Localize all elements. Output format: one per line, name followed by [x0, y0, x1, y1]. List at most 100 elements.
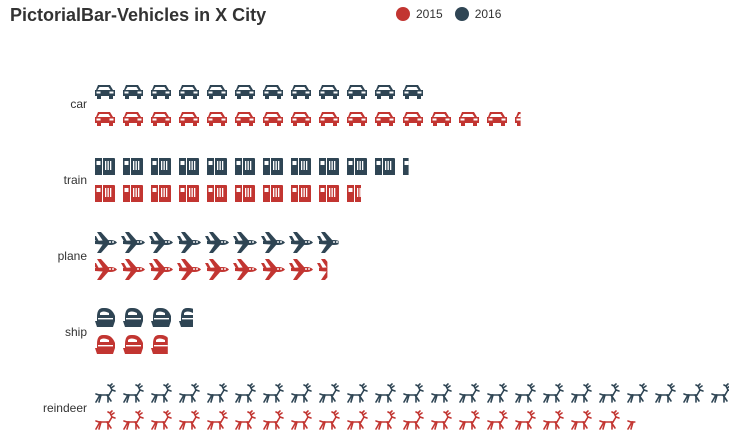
bar-symbol-reindeer-2016 [571, 383, 592, 403]
bar-symbol-ship-2015 [123, 335, 143, 354]
bar-symbol-reindeer-2015 [179, 410, 200, 430]
bar-symbol-plane-2015 [261, 259, 285, 280]
bar-symbol-reindeer-2016 [235, 383, 256, 403]
bar-symbol-reindeer-2015 [431, 410, 452, 430]
bar-symbol-plane-2015 [177, 259, 201, 280]
bar-symbol-reindeer-2016 [655, 383, 676, 403]
chart-title: PictorialBar-Vehicles in X City [10, 5, 267, 25]
bar-symbol-car-2015 [487, 112, 507, 126]
bar-symbol-car-2015 [291, 112, 311, 126]
bar-symbol-reindeer-2016 [431, 383, 452, 403]
bar-symbol-plane-2016 [233, 232, 257, 253]
bar-symbol-plane-2016 [261, 232, 285, 253]
category-label-train: train [64, 173, 87, 187]
bar-plane-2016[interactable] [93, 232, 341, 253]
bar-symbol-train-2015 [123, 185, 143, 202]
bar-train-2015[interactable] [95, 185, 367, 202]
bar-symbol-reindeer-2015 [627, 410, 636, 430]
bar-symbol-reindeer-2015 [459, 410, 480, 430]
bar-symbol-plane-2016 [177, 232, 201, 253]
bar-symbol-plane-2016 [95, 232, 117, 253]
bar-symbol-car-2015 [347, 112, 367, 126]
bar-symbol-ship-2015 [95, 335, 115, 354]
category-label-reindeer: reindeer [43, 401, 87, 415]
bar-symbol-reindeer-2016 [207, 383, 228, 403]
bar-reindeer-2016[interactable] [95, 383, 729, 403]
bar-symbol-train-2016 [123, 158, 143, 175]
bar-symbol-reindeer-2016 [487, 383, 508, 403]
bar-symbol-car-2015 [403, 112, 423, 126]
bar-symbol-car-2015 [151, 112, 171, 126]
bar-symbol-car-2015 [263, 112, 283, 126]
bar-symbol-reindeer-2015 [347, 410, 368, 430]
bar-symbol-plane-2015 [149, 259, 173, 280]
bar-symbol-plane-2015 [95, 259, 117, 280]
bar-symbol-train-2015 [207, 185, 227, 202]
bar-symbol-reindeer-2016 [263, 383, 284, 403]
bar-symbol-car-2015 [123, 112, 143, 126]
bar-symbol-train-2016 [347, 158, 367, 175]
legend-marker-2015 [396, 7, 410, 21]
bar-symbol-reindeer-2015 [291, 410, 312, 430]
legend: 2015 2016 [396, 7, 513, 21]
legend-label-2016: 2016 [474, 7, 502, 21]
bar-symbol-car-2016 [319, 85, 339, 99]
bar-symbol-train-2016 [263, 158, 283, 175]
bar-car-2016[interactable] [95, 85, 423, 99]
bar-reindeer-2015[interactable] [95, 410, 647, 430]
bar-symbol-reindeer-2016 [627, 383, 648, 403]
bar-symbol-reindeer-2016 [123, 383, 144, 403]
bar-symbol-plane-2015 [205, 259, 229, 280]
bar-symbol-plane-2015 [289, 259, 313, 280]
bar-symbol-reindeer-2015 [95, 410, 116, 430]
bar-symbol-car-2016 [207, 85, 227, 99]
bar-symbol-car-2015 [459, 112, 479, 126]
category-label-plane: plane [58, 249, 88, 263]
bar-symbol-reindeer-2016 [403, 383, 424, 403]
bar-symbol-train-2015 [179, 185, 199, 202]
bar-symbol-train-2015 [291, 185, 311, 202]
bar-symbol-reindeer-2016 [459, 383, 480, 403]
bar-symbol-train-2015 [319, 185, 339, 202]
bar-symbol-car-2015 [375, 112, 395, 126]
bar-symbol-train-2015 [151, 185, 171, 202]
bar-symbol-reindeer-2015 [599, 410, 620, 430]
bar-symbol-car-2016 [95, 85, 115, 99]
bar-car-2015[interactable] [95, 112, 535, 126]
category-label-ship: ship [65, 325, 87, 339]
bar-symbol-train-2016 [179, 158, 199, 175]
bar-symbol-ship-2016 [95, 308, 115, 327]
bar-symbol-reindeer-2015 [571, 410, 592, 430]
bar-symbol-reindeer-2015 [487, 410, 508, 430]
bars [93, 85, 729, 430]
bar-symbol-car-2016 [235, 85, 255, 99]
bar-ship-2015[interactable] [95, 335, 171, 354]
bar-symbol-reindeer-2016 [375, 383, 396, 403]
bar-symbol-ship-2016 [179, 308, 193, 327]
bar-symbol-car-2015 [179, 112, 199, 126]
bar-symbol-plane-2015 [121, 259, 145, 280]
bar-symbol-train-2016 [95, 158, 115, 175]
bar-symbol-reindeer-2016 [179, 383, 200, 403]
bar-symbol-reindeer-2015 [543, 410, 564, 430]
bar-symbol-reindeer-2015 [207, 410, 228, 430]
legend-item-2016[interactable]: 2016 [454, 7, 502, 21]
bar-train-2016[interactable] [95, 158, 423, 175]
bar-ship-2016[interactable] [95, 308, 199, 327]
bar-symbol-reindeer-2016 [347, 383, 368, 403]
bar-plane-2015[interactable] [93, 259, 341, 280]
bar-symbol-car-2015 [235, 112, 255, 126]
bar-symbol-train-2016 [319, 158, 339, 175]
bar-symbol-car-2016 [263, 85, 283, 99]
bar-symbol-train-2016 [207, 158, 227, 175]
bar-symbol-train-2016 [403, 158, 409, 175]
bar-symbol-car-2016 [347, 85, 367, 99]
bar-symbol-train-2016 [235, 158, 255, 175]
bar-symbol-reindeer-2015 [123, 410, 144, 430]
legend-item-2015[interactable]: 2015 [396, 7, 443, 21]
bar-symbol-plane-2015 [233, 259, 257, 280]
bar-symbol-car-2015 [431, 112, 451, 126]
bar-symbol-train-2015 [263, 185, 283, 202]
bar-symbol-car-2016 [123, 85, 143, 99]
bar-symbol-reindeer-2016 [95, 383, 116, 403]
